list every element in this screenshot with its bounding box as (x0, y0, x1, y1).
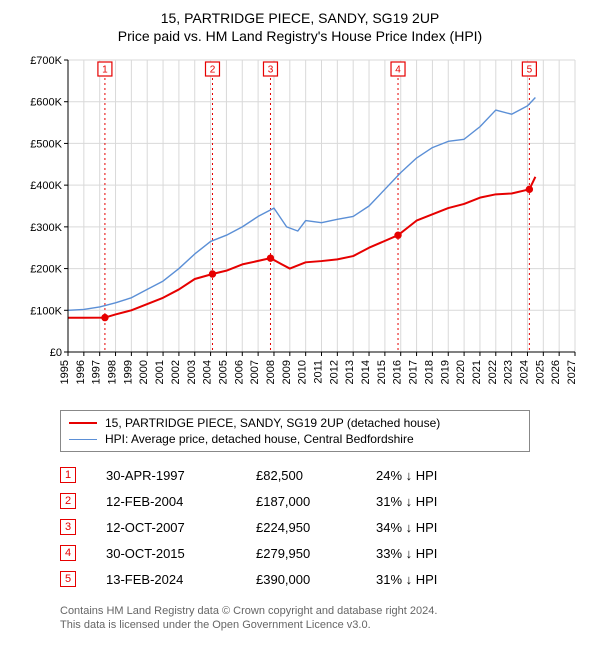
legend-swatch (69, 422, 97, 424)
svg-text:2026: 2026 (550, 360, 562, 384)
svg-text:2005: 2005 (217, 360, 229, 384)
legend: 15, PARTRIDGE PIECE, SANDY, SG19 2UP (de… (60, 410, 530, 452)
sale-diff: 34% ↓ HPI (376, 520, 496, 535)
svg-text:1995: 1995 (59, 360, 71, 384)
sale-price: £82,500 (256, 468, 376, 483)
svg-text:£700K: £700K (30, 55, 62, 67)
svg-text:2024: 2024 (518, 360, 530, 384)
sale-row: 5 13-FEB-2024£390,00031% ↓ HPI (60, 566, 590, 592)
svg-text:2023: 2023 (503, 360, 515, 384)
sale-row: 4 30-OCT-2015£279,95033% ↓ HPI (60, 540, 590, 566)
svg-text:2018: 2018 (423, 360, 435, 384)
svg-text:2012: 2012 (328, 360, 340, 384)
svg-text:2004: 2004 (202, 360, 214, 384)
sale-date: 13-FEB-2024 (106, 572, 256, 587)
svg-text:2019: 2019 (439, 360, 451, 384)
sale-date: 30-OCT-2015 (106, 546, 256, 561)
sale-row: 2 12-FEB-2004£187,00031% ↓ HPI (60, 488, 590, 514)
svg-text:£0: £0 (50, 347, 62, 359)
svg-text:2010: 2010 (297, 360, 309, 384)
svg-text:2011: 2011 (313, 360, 325, 384)
svg-text:4: 4 (395, 65, 401, 76)
svg-text:2007: 2007 (249, 360, 261, 384)
svg-text:2008: 2008 (265, 360, 277, 384)
footer-line2: This data is licensed under the Open Gov… (60, 618, 590, 632)
svg-text:2009: 2009 (281, 360, 293, 384)
page-title-line1: 15, PARTRIDGE PIECE, SANDY, SG19 2UP (10, 10, 590, 26)
svg-text:2006: 2006 (233, 360, 245, 384)
legend-item: HPI: Average price, detached house, Cent… (69, 431, 521, 447)
sale-price: £187,000 (256, 494, 376, 509)
sale-row: 3 12-OCT-2007£224,95034% ↓ HPI (60, 514, 590, 540)
footer-attribution: Contains HM Land Registry data © Crown c… (60, 604, 590, 633)
price-chart: £0 £100K £200K £300K £400K £500K £600K £700K 199… (20, 52, 580, 402)
svg-text:1: 1 (102, 65, 108, 76)
svg-text:1999: 1999 (122, 360, 134, 384)
sales-table: 1 30-APR-1997£82,50024% ↓ HPI 2 12-FEB-2004… (60, 462, 590, 592)
svg-text:2015: 2015 (376, 360, 388, 384)
chart-svg: £0 £100K £200K £300K £400K £500K £600K £700K 199… (20, 52, 580, 402)
svg-text:£500K: £500K (30, 138, 62, 150)
svg-text:2016: 2016 (392, 360, 404, 384)
svg-text:1996: 1996 (75, 360, 87, 384)
svg-text:2022: 2022 (487, 360, 499, 384)
sale-marker-box: 2 (60, 493, 76, 509)
legend-swatch (69, 439, 97, 440)
svg-text:£400K: £400K (30, 180, 62, 192)
svg-text:2000: 2000 (138, 360, 150, 384)
sale-diff: 24% ↓ HPI (376, 468, 496, 483)
svg-text:5: 5 (527, 65, 533, 76)
sale-marker-box: 5 (60, 571, 76, 587)
legend-item: 15, PARTRIDGE PIECE, SANDY, SG19 2UP (de… (69, 415, 521, 431)
sale-marker-box: 3 (60, 519, 76, 535)
svg-text:2002: 2002 (170, 360, 182, 384)
svg-text:£100K: £100K (30, 305, 62, 317)
sale-date: 30-APR-1997 (106, 468, 256, 483)
svg-text:2020: 2020 (455, 360, 467, 384)
sale-date: 12-OCT-2007 (106, 520, 256, 535)
svg-text:2027: 2027 (566, 360, 578, 384)
page-title-line2: Price paid vs. HM Land Registry's House … (10, 28, 590, 44)
sale-marker-box: 4 (60, 545, 76, 561)
legend-label: 15, PARTRIDGE PIECE, SANDY, SG19 2UP (de… (105, 416, 440, 430)
sale-diff: 33% ↓ HPI (376, 546, 496, 561)
svg-text:2021: 2021 (471, 360, 483, 384)
footer-line1: Contains HM Land Registry data © Crown c… (60, 604, 590, 618)
svg-text:£300K: £300K (30, 222, 62, 234)
svg-text:2003: 2003 (186, 360, 198, 384)
legend-label: HPI: Average price, detached house, Cent… (105, 432, 414, 446)
svg-text:2017: 2017 (408, 360, 420, 384)
svg-text:3: 3 (268, 65, 274, 76)
sale-date: 12-FEB-2004 (106, 494, 256, 509)
svg-text:£200K: £200K (30, 264, 62, 276)
sale-price: £279,950 (256, 546, 376, 561)
svg-text:1997: 1997 (91, 360, 103, 384)
svg-text:2014: 2014 (360, 360, 372, 384)
sale-row: 1 30-APR-1997£82,50024% ↓ HPI (60, 462, 590, 488)
sale-price: £224,950 (256, 520, 376, 535)
sale-diff: 31% ↓ HPI (376, 572, 496, 587)
svg-text:2025: 2025 (534, 360, 546, 384)
svg-text:2013: 2013 (344, 360, 356, 384)
svg-text:1998: 1998 (107, 360, 119, 384)
sale-diff: 31% ↓ HPI (376, 494, 496, 509)
svg-text:2001: 2001 (154, 360, 166, 384)
svg-text:£600K: £600K (30, 97, 62, 109)
sale-marker-box: 1 (60, 467, 76, 483)
sale-price: £390,000 (256, 572, 376, 587)
svg-text:2: 2 (210, 65, 216, 76)
